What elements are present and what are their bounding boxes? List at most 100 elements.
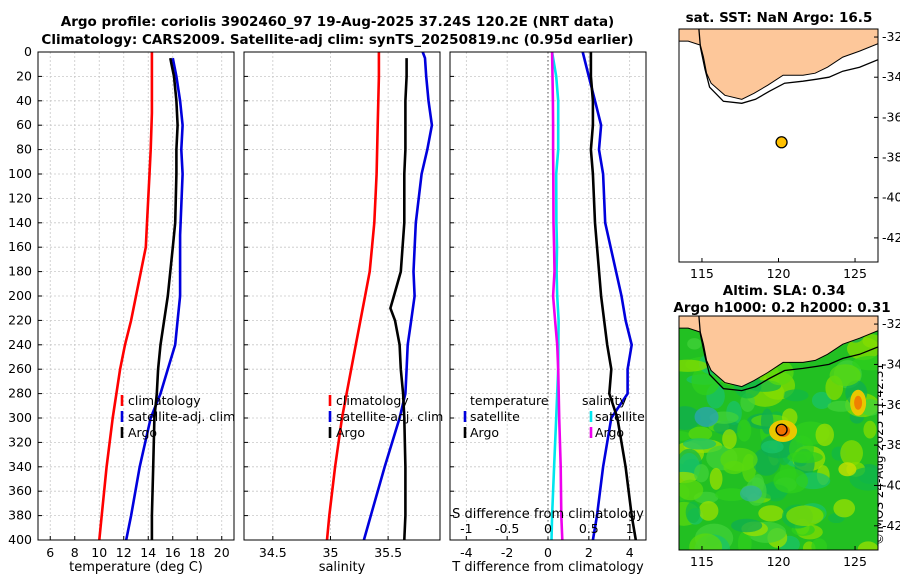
sla-patch	[731, 518, 763, 533]
bathymetry-contour	[698, 29, 878, 104]
lat-tick-label: -42	[882, 518, 900, 533]
lat-tick-label: -40	[882, 477, 900, 492]
legend-label: Argo	[336, 425, 365, 440]
sst-map-title: sat. SST: NaN Argo: 16.5	[685, 10, 873, 26]
x-axis-label: T difference from climatology	[451, 560, 644, 575]
x-tick-label: 35.5	[374, 545, 402, 560]
x-tick-label: 0	[544, 545, 552, 560]
sla-patch	[682, 438, 717, 450]
difference-extras: S difference from climatology-1 -0.5 0 0.5 1…	[452, 393, 645, 536]
depth-tick-label: 180	[8, 264, 32, 279]
map-content	[679, 29, 878, 149]
legend-label: satellite-adj. clim	[128, 409, 235, 424]
sla-patch	[852, 355, 878, 371]
depth-tick-label: 200	[8, 288, 32, 303]
series-climatology	[98, 52, 154, 541]
sla-patch	[829, 364, 861, 387]
x-tick-label: 35	[323, 545, 339, 560]
x-tick-label: 2	[585, 545, 593, 560]
sla-patch	[833, 499, 856, 518]
series-satellite-adj-clim	[124, 57, 184, 541]
salinity-panel: 34.5 35 35.5 salinity climatologysatellite-a…	[243, 51, 443, 575]
x-tick-label: -4	[460, 545, 473, 560]
depth-tick-label: 340	[8, 459, 32, 474]
x-tick-label: 10	[91, 545, 107, 560]
depth-tick-label: 300	[8, 410, 32, 425]
sla-patch	[840, 440, 863, 466]
lat-tick-label: -32	[882, 316, 900, 331]
sla-low-patch	[739, 485, 762, 502]
argo-position-marker	[775, 136, 788, 149]
figure-title-line-2: Climatology: CARS2009. Satellite-adj cli…	[41, 32, 634, 48]
x-tick-label: 12	[116, 545, 132, 560]
figure-title-line-1: Argo profile: coriolis 3902460_97 19-Aug…	[60, 14, 615, 30]
series-s-argo	[550, 51, 564, 541]
x-tick-label: 34.5	[259, 545, 287, 560]
depth-tick-label: 0	[24, 44, 32, 59]
series-s-satellite	[550, 51, 560, 541]
sla-patch	[688, 426, 713, 442]
sla-patch	[782, 389, 809, 402]
sla-patch	[857, 541, 878, 550]
depth-tick-label: 20	[16, 68, 32, 83]
sla-low-patch	[694, 406, 719, 427]
legend-label: satellite	[595, 409, 645, 424]
lat-tick-label: -34	[882, 69, 900, 84]
temperature-panel: 0 20 40 60 80 100 120 140 160 180 200 220 240 260 280 3…	[8, 44, 235, 575]
x-tick-label: 14	[140, 545, 156, 560]
plot-frame	[449, 51, 647, 541]
lat-tick-label: -32	[882, 29, 900, 44]
sla-patch	[737, 419, 752, 442]
plot-frame	[37, 51, 235, 541]
lat-tick-label: -40	[882, 190, 900, 205]
top-tick-label: 0.5	[579, 521, 599, 536]
legend-label: satellite-adj. clim	[336, 409, 443, 424]
depth-tick-label: 100	[8, 166, 32, 181]
legend-label: climatology	[336, 393, 409, 408]
x-axis-label: salinity	[319, 560, 366, 575]
depth-tick-label: 400	[8, 532, 32, 547]
depth-tick-label: 360	[8, 483, 32, 498]
sla-patch	[713, 420, 742, 436]
depth-tick-label: 140	[8, 215, 32, 230]
sla-patch	[863, 420, 877, 439]
depth-tick-label: 60	[16, 117, 32, 132]
lon-tick-label: 120	[767, 554, 791, 569]
sla-patch	[720, 447, 758, 472]
sla-map-title-2: Argo h1000: 0.2 h2000: 0.31	[673, 300, 891, 316]
lon-tick-label: 125	[843, 266, 867, 281]
legend-label: climatology	[128, 393, 201, 408]
legend-header-temperature: temperature	[470, 393, 549, 408]
x-axis-label: temperature (deg C)	[69, 560, 203, 575]
sla-patch	[679, 430, 692, 442]
map-content	[679, 316, 878, 550]
sla-patch	[679, 479, 704, 501]
series-t-satellite	[581, 51, 633, 541]
legend-label: Argo	[128, 425, 157, 440]
sla-patch	[758, 505, 784, 522]
sla-patch	[838, 462, 857, 477]
x-tick-label: 4	[626, 545, 634, 560]
x-tick-label: 18	[189, 545, 205, 560]
lon-tick-label: 115	[690, 554, 714, 569]
series-climatology	[325, 52, 381, 541]
sla-patch	[709, 467, 723, 490]
depth-tick-label: 40	[16, 93, 32, 108]
sla-patch	[773, 468, 809, 494]
sla-patch	[827, 400, 855, 412]
sla-patch	[862, 334, 878, 348]
sla-patch	[687, 338, 702, 350]
sla-patch	[815, 423, 834, 447]
sla-patch	[761, 440, 784, 454]
plot-frame	[243, 51, 441, 541]
lat-tick-label: -36	[882, 109, 900, 124]
sla-patch	[715, 488, 748, 501]
depth-tick-label: 220	[8, 312, 32, 327]
series-t-argo	[589, 52, 638, 541]
legend-header-salinity: salinity	[582, 393, 627, 408]
sla-patch	[685, 501, 701, 524]
sla_map: 115 120 125 -32 -34 -36 -38 -40 -42	[678, 315, 900, 569]
top-tick-label: 1	[626, 521, 634, 536]
depth-tick-label: 320	[8, 434, 32, 449]
